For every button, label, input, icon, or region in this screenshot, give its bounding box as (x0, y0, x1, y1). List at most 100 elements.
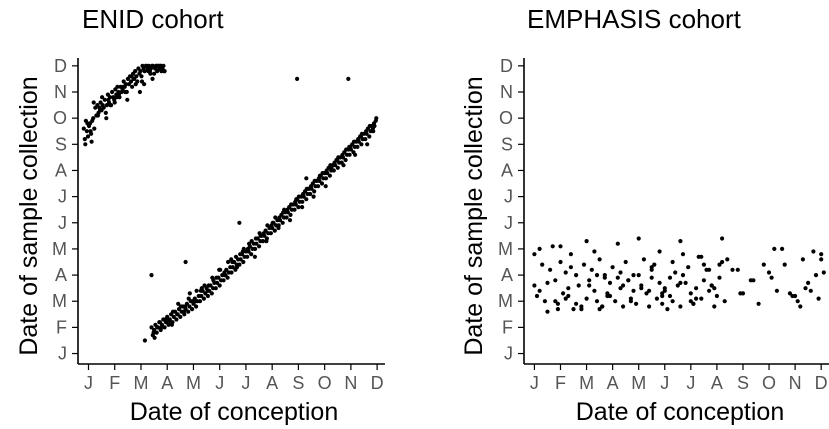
enid-point (194, 288, 199, 293)
enid-point (114, 95, 119, 100)
emphasis-point (618, 286, 623, 291)
enid-point (106, 97, 111, 102)
enid-point (215, 280, 220, 285)
emphasis-point (816, 296, 821, 301)
enid-x-tick-label: N (344, 373, 357, 393)
enid-point (319, 181, 325, 186)
emphasis-point (766, 270, 772, 275)
enid-y-tick-label: M (52, 239, 67, 259)
enid-point (123, 89, 128, 95)
emphasis-point (780, 246, 785, 251)
enid-panel: ENID cohort Date of sample collection Da… (15, 4, 385, 426)
enid-y-tick-label: A (55, 160, 67, 180)
enid-point (211, 278, 216, 283)
enid-point (324, 168, 329, 173)
enid-point (162, 69, 167, 74)
emphasis-x-tick-label: M (579, 373, 594, 393)
emphasis-point (615, 241, 620, 246)
enid-point (214, 275, 219, 280)
emphasis-point (587, 278, 592, 283)
enid-point (272, 228, 277, 233)
enid-point (81, 126, 86, 131)
emphasis-y-tick-label: F (502, 317, 513, 337)
emphasis-point (699, 254, 704, 259)
emphasis-point (740, 291, 746, 296)
enid-point (252, 254, 257, 259)
enid-point (332, 160, 337, 165)
enid-point (327, 173, 332, 178)
enid-point (134, 74, 139, 79)
enid-point (353, 152, 358, 157)
enid-point (296, 205, 301, 210)
enid-point (346, 76, 351, 81)
emphasis-point (639, 286, 644, 291)
emphasis-x-tick-label: O (762, 373, 776, 393)
emphasis-point (628, 299, 634, 304)
emphasis-point (602, 275, 607, 280)
enid-point (162, 325, 167, 330)
enid-point (121, 84, 126, 89)
emphasis-point (581, 262, 587, 267)
enid-point (329, 165, 334, 170)
enid-y-tick-label: J (58, 187, 67, 207)
enid-point (202, 283, 207, 288)
enid-point (97, 108, 103, 113)
enid-y-tick-label: A (55, 265, 67, 285)
emphasis-x-tick-label: S (737, 373, 749, 393)
emphasis-point (558, 244, 563, 249)
enid-point (199, 293, 204, 299)
enid-point (323, 176, 329, 181)
enid-point (159, 325, 164, 330)
enid-x-tick-label: S (292, 373, 304, 393)
enid-y-tick-label: J (58, 344, 67, 364)
emphasis-point (566, 293, 571, 299)
emphasis-point (735, 267, 740, 272)
enid-point (245, 254, 250, 259)
emphasis-point (769, 275, 774, 280)
enid-point (221, 278, 226, 283)
enid-point (83, 142, 88, 147)
emphasis-point (641, 257, 647, 262)
emphasis-point (800, 257, 806, 262)
emphasis-point (782, 262, 787, 267)
enid-x-tick-label: J (241, 373, 250, 393)
emphasis-point (707, 288, 712, 293)
emphasis-point (819, 257, 824, 262)
emphasis-point (532, 283, 537, 288)
enid-point (130, 84, 135, 89)
enid-point (245, 246, 251, 251)
enid-point (229, 257, 234, 262)
enid-point (139, 74, 144, 79)
enid-point (359, 142, 364, 147)
emphasis-point (600, 304, 605, 309)
enid-point (335, 165, 340, 170)
emphasis-point (712, 286, 717, 291)
emphasis-point (806, 280, 811, 285)
emphasis-point (660, 301, 665, 306)
enid-y-tick-label: M (52, 291, 67, 311)
enid-point (294, 197, 299, 202)
emphasis-point (584, 239, 589, 244)
emphasis-y-tick-label: J (504, 187, 513, 207)
emphasis-x-tick-label: J (660, 373, 669, 393)
enid-point (335, 157, 340, 163)
enid-y-tick-label: S (55, 134, 67, 154)
enid-point (304, 197, 309, 202)
emphasis-point (548, 267, 553, 272)
emphasis-point (647, 304, 652, 309)
enid-point (110, 89, 115, 95)
enid-point (312, 189, 317, 194)
emphasis-point (555, 307, 561, 312)
enid-point (85, 134, 91, 139)
enid-point (233, 254, 239, 259)
emphasis-point (686, 265, 691, 270)
enid-point (287, 218, 293, 223)
enid-point (139, 79, 145, 84)
enid-point (100, 95, 105, 100)
enid-point (370, 126, 375, 131)
enid-point (237, 220, 242, 225)
emphasis-point (808, 288, 813, 293)
emphasis-point (558, 259, 563, 265)
